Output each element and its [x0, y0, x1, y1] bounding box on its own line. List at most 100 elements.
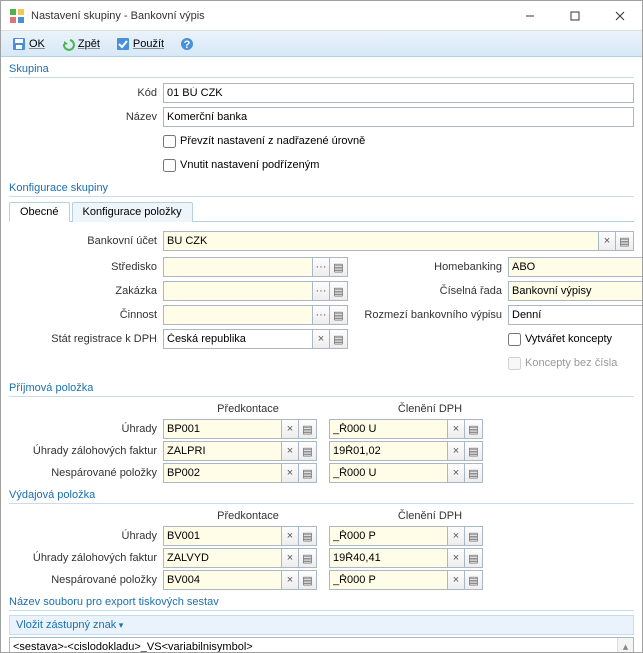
p-uhrady-dph-x[interactable]: ×: [447, 419, 465, 439]
stat-label: Stát registrace k DPH: [9, 333, 163, 345]
stat-input[interactable]: [163, 329, 312, 349]
v-uhrady-dph-x[interactable]: ×: [447, 526, 465, 546]
p-zal-pk[interactable]: [163, 441, 281, 461]
p-nes-pk-list[interactable]: ▤: [299, 463, 317, 483]
help-button[interactable]: ?: [173, 34, 201, 54]
p-uhrady-pk-list[interactable]: ▤: [299, 419, 317, 439]
v-zal-dph-x[interactable]: ×: [447, 548, 465, 568]
minimize-button[interactable]: [507, 1, 552, 31]
list-icon: ▤: [333, 285, 343, 298]
v-nes-pk-list[interactable]: ▤: [299, 570, 317, 590]
back-button[interactable]: Zpět: [54, 34, 107, 54]
x-icon: ×: [453, 423, 459, 435]
p-nes-pk[interactable]: [163, 463, 281, 483]
ok-button[interactable]: OK: [5, 34, 52, 54]
bu-clear-button[interactable]: ×: [598, 231, 616, 251]
titlebar: Nastavení skupiny - Bankovní výpis: [1, 1, 642, 31]
export-textarea-wrap: <sestava>-<cislodokladu>_VS<variabilnisy…: [9, 637, 634, 652]
tab-polozky[interactable]: Konfigurace položky: [72, 202, 193, 222]
v-uhrady-pk[interactable]: [163, 526, 281, 546]
rada-input[interactable]: [508, 281, 642, 301]
p-zal-dph[interactable]: [329, 441, 447, 461]
hb-input[interactable]: [508, 257, 642, 277]
chk-koncepty[interactable]: Vytvářet koncepty: [508, 333, 612, 346]
p-nes-dph-x[interactable]: ×: [447, 463, 465, 483]
v-uhrady-pk-x[interactable]: ×: [281, 526, 299, 546]
list-icon: ▤: [302, 574, 312, 587]
p-uhrady-pk[interactable]: [163, 419, 281, 439]
p-zal-dph-x[interactable]: ×: [447, 441, 465, 461]
p-nes-pk-x[interactable]: ×: [281, 463, 299, 483]
v-zal-dph[interactable]: [329, 548, 447, 568]
bu-list-button[interactable]: ▤: [616, 231, 634, 251]
p-zal-pk-x[interactable]: ×: [281, 441, 299, 461]
x-icon: ×: [287, 423, 293, 435]
dots-icon: ···: [316, 285, 327, 297]
cinnost-dots-button[interactable]: ···: [312, 305, 330, 325]
stat-clear-button[interactable]: ×: [312, 329, 330, 349]
zakazka-dots-button[interactable]: ···: [312, 281, 330, 301]
tabs: Obecné Konfigurace položky: [9, 201, 634, 222]
kod-input[interactable]: [163, 83, 634, 103]
v-zal-pk-list[interactable]: ▤: [299, 548, 317, 568]
help-icon: ?: [180, 37, 194, 51]
bu-input[interactable]: [163, 231, 598, 251]
nazev-input[interactable]: [163, 107, 634, 127]
p-zal-pk-list[interactable]: ▤: [299, 441, 317, 461]
v-nes-dph-x[interactable]: ×: [447, 570, 465, 590]
col-cleneni-v: Členění DPH: [345, 510, 515, 522]
v-nes-pk-x[interactable]: ×: [281, 570, 299, 590]
chk-vnutit-label: Vnutit nastavení podřízeným: [180, 159, 319, 171]
list-icon: ▤: [302, 445, 312, 458]
chk-vnutit[interactable]: Vnutit nastavení podřízeným: [163, 159, 319, 172]
group-konfig-title: Konfigurace skupiny: [9, 180, 634, 197]
p-nes-dph-list[interactable]: ▤: [465, 463, 483, 483]
x-icon: ×: [287, 445, 293, 457]
x-icon: ×: [453, 574, 459, 586]
p-nes-dph[interactable]: [329, 463, 447, 483]
stredisko-input[interactable]: [163, 257, 312, 277]
v-nes-pk[interactable]: [163, 570, 281, 590]
v-uhrady-label: Úhrady: [9, 530, 163, 542]
v-zal-pk-x[interactable]: ×: [281, 548, 299, 568]
rozmezi-input[interactable]: [508, 305, 642, 325]
group-export-title: Název souboru pro export tiskových sesta…: [9, 594, 634, 611]
cinnost-input[interactable]: [163, 305, 312, 325]
tab-obecne[interactable]: Obecné: [9, 202, 70, 222]
v-nes-dph[interactable]: [329, 570, 447, 590]
up-icon: ▴: [623, 640, 629, 652]
stat-list-button[interactable]: ▤: [330, 329, 348, 349]
chk-koncepty-bez: Koncepty bez čísla: [508, 357, 617, 370]
p-nes-label: Nespárované položky: [9, 467, 163, 479]
list-icon: ▤: [619, 235, 629, 248]
v-zal-pk[interactable]: [163, 548, 281, 568]
p-uhrady-pk-x[interactable]: ×: [281, 419, 299, 439]
zakazka-input[interactable]: [163, 281, 312, 301]
chk-koncepty-label: Vytvářet koncepty: [525, 333, 612, 345]
x-icon: ×: [453, 552, 459, 564]
list-icon: ▤: [468, 467, 478, 480]
p-zal-dph-list[interactable]: ▤: [465, 441, 483, 461]
stredisko-list-button[interactable]: ▤: [330, 257, 348, 277]
list-icon: ▤: [468, 530, 478, 543]
stredisko-dots-button[interactable]: ···: [312, 257, 330, 277]
chk-prebrat[interactable]: Převzít nastavení z nadřazené úrovně: [163, 135, 365, 148]
maximize-button[interactable]: [552, 1, 597, 31]
cinnost-list-button[interactable]: ▤: [330, 305, 348, 325]
insert-placeholder-button[interactable]: Vložit zástupný znak: [16, 619, 123, 631]
textarea-scroll[interactable]: ▴▾: [617, 638, 633, 652]
v-nes-dph-list[interactable]: ▤: [465, 570, 483, 590]
p-uhrady-dph[interactable]: [329, 419, 447, 439]
apply-button[interactable]: Použít: [109, 34, 171, 54]
zakazka-list-button[interactable]: ▤: [330, 281, 348, 301]
v-uhrady-pk-list[interactable]: ▤: [299, 526, 317, 546]
v-uhrady-dph[interactable]: [329, 526, 447, 546]
p-uhrady-dph-list[interactable]: ▤: [465, 419, 483, 439]
close-button[interactable]: [597, 1, 642, 31]
v-zal-dph-list[interactable]: ▤: [465, 548, 483, 568]
v-uhrady-dph-list[interactable]: ▤: [465, 526, 483, 546]
dots-icon: ···: [316, 261, 327, 273]
export-textarea[interactable]: <sestava>-<cislodokladu>_VS<variabilnisy…: [10, 638, 617, 652]
apply-label: Použít: [133, 38, 164, 50]
undo-icon: [61, 37, 75, 51]
